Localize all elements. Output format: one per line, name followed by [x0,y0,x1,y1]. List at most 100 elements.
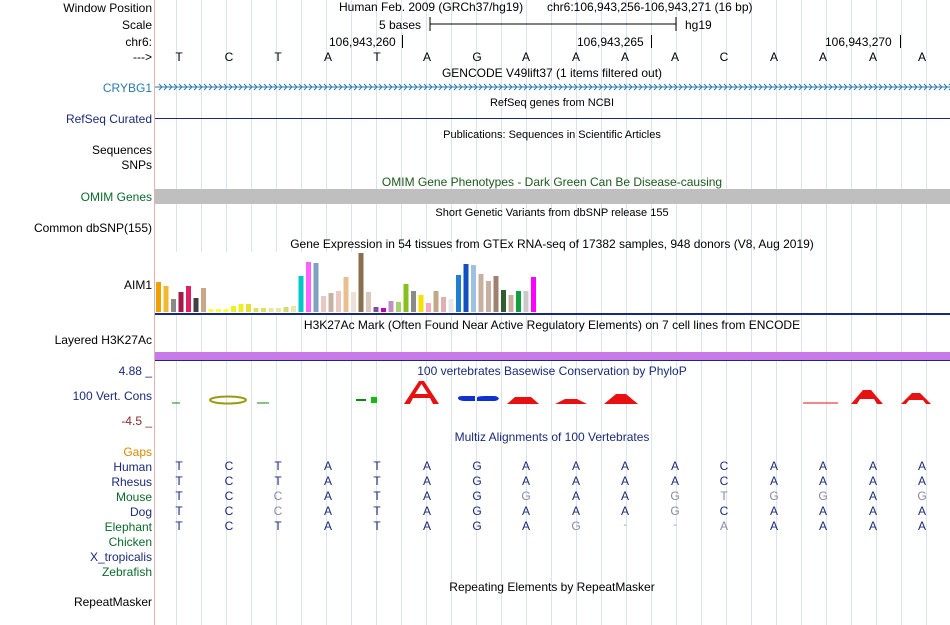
gtex-bar[interactable] [471,265,476,312]
track-title-gencode[interactable]: GENCODE V49lift37 (1 items filtered out) [441,66,663,80]
label-species-dog[interactable]: Dog [129,505,152,519]
gtex-bar[interactable] [246,304,251,312]
track-title-repeatmasker[interactable]: Repeating Elements by RepeatMasker [449,580,655,594]
label-divider[interactable] [154,0,155,625]
gtex-bar[interactable] [178,292,184,312]
gtex-bar[interactable] [351,292,356,312]
track-title-omim[interactable]: OMIM Gene Phenotypes - Dark Green Can Be… [381,175,723,189]
gtex-bar[interactable] [373,307,379,312]
gtex-bar[interactable] [253,308,259,312]
gtex-bar[interactable] [321,296,326,312]
label-omim[interactable]: OMIM Genes [80,190,152,204]
track-title-multiz[interactable]: Multiz Alignments of 100 Vertebrates [454,430,650,444]
label-dbsnp[interactable]: Common dbSNP(155) [33,221,152,235]
gtex-bar[interactable] [366,292,371,312]
gtex-bar[interactable] [171,299,176,312]
gtex-bar[interactable] [396,302,401,312]
track-title-refseq[interactable]: RefSeq genes from NCBI [489,97,615,109]
gtex-bar[interactable] [208,309,214,312]
gtex-bar[interactable] [388,301,394,312]
track-title-h3k27ac[interactable]: H3K27Ac Mark (Often Found Near Active Re… [303,318,801,332]
gtex-bar[interactable] [448,299,454,312]
label-strand[interactable]: ---> [133,50,152,64]
aln-base-dog: C [719,504,729,518]
gtex-bar[interactable] [268,308,274,312]
gtex-bar[interactable] [328,293,334,312]
gtex-bar[interactable] [201,288,206,312]
gtex-bar[interactable] [291,306,296,312]
label-species-zebrafish[interactable]: Zebrafish [101,565,152,579]
gtex-bar[interactable] [343,277,349,312]
label-repeatmasker[interactable]: RepeatMasker [73,595,152,609]
gtex-bar[interactable] [418,295,424,312]
label-species-rhesus[interactable]: Rhesus [111,475,152,489]
gtex-bar[interactable] [306,262,311,312]
aln-base-dog: T [175,504,183,518]
gtex-bar[interactable] [456,275,461,312]
label-cons[interactable]: 100 Vert. Cons [72,389,152,403]
gtex-bar[interactable] [336,291,341,312]
label-species-xtropicalis[interactable]: X_tropicalis [89,550,152,564]
gtex-bar[interactable] [186,286,191,312]
gtex-bar[interactable] [298,276,304,312]
label-refseq[interactable]: RefSeq Curated [65,112,152,126]
h3k27ac-signal[interactable] [155,352,950,360]
label-aim1[interactable]: AIM1 [123,278,152,292]
gtex-bar[interactable] [156,282,161,312]
gtex-bar[interactable] [231,306,236,312]
label-gaps[interactable]: Gaps [123,445,152,459]
gtex-bar[interactable] [441,297,446,312]
label-species-chicken[interactable]: Chicken [108,535,152,549]
label-species-elephant[interactable]: Elephant [104,520,152,534]
omim-gene-bar[interactable] [155,189,950,204]
label-species-mouse[interactable]: Mouse [115,490,152,504]
label-snps[interactable]: SNPs [121,158,152,172]
aln-base-mouse: T [175,489,183,503]
gtex-bar[interactable] [486,281,491,312]
tracks-image[interactable]: Human Feb. 2009 (GRCh37/hg19) chr6:106,9… [155,0,950,625]
gtex-bar[interactable] [501,290,506,312]
gtex-bar[interactable] [403,284,409,312]
gtex-bar[interactable] [433,291,439,312]
track-title-phylop[interactable]: 100 vertebrates Basewise Conservation by… [417,364,687,378]
track-title-publications[interactable]: Publications: Sequences in Scientific Ar… [443,129,661,141]
gtex-bar[interactable] [358,253,364,312]
label-h3k27ac[interactable]: Layered H3K27Ac [54,333,152,347]
gtex-bar[interactable] [463,264,469,312]
gtex-bar[interactable] [276,308,281,312]
aln-base-rhesus: A [769,474,779,488]
gtex-bar[interactable] [313,263,319,312]
gtex-bar[interactable] [163,286,169,312]
gtex-bar[interactable] [523,291,529,312]
refseq-gene[interactable] [155,118,950,119]
crybg1-gene[interactable] [155,82,950,92]
gtex-bar[interactable] [238,304,244,312]
track-title-gtex[interactable]: Gene Expression in 54 tissues from GTEx … [290,237,814,251]
aln-base-human: A [868,459,878,473]
gtex-bar[interactable] [493,276,499,312]
aln-base-human: C [719,459,729,473]
gtex-bar[interactable] [381,308,386,312]
base: A [422,50,432,64]
gtex-bar[interactable] [508,295,514,312]
aln-base-mouse: G [670,489,680,503]
gtex-bar[interactable] [283,307,289,312]
gtex-bar[interactable] [261,308,266,312]
gtex-bar[interactable] [193,298,199,312]
gtex-bar[interactable] [426,303,431,312]
aln-base-mouse: A [620,489,630,503]
label-sequences[interactable]: Sequences [91,143,152,157]
gtex-expression-chart[interactable] [155,252,536,314]
track-title-dbsnp[interactable]: Short Genetic Variants from dbSNP releas… [435,207,669,219]
label-species-human[interactable]: Human [113,460,152,474]
gtex-bar[interactable] [216,309,221,312]
gtex-bar[interactable] [478,274,484,312]
gtex-bar[interactable] [223,309,229,312]
gtex-bar[interactable] [531,277,536,312]
phylop-logo[interactable] [155,376,950,406]
gtex-bar[interactable] [516,291,521,312]
label-crybg1[interactable]: CRYBG1 [102,81,152,95]
gtex-bar[interactable] [411,291,416,312]
aln-base-elephant: G [571,519,581,533]
aln-base-mouse: A [422,489,432,503]
